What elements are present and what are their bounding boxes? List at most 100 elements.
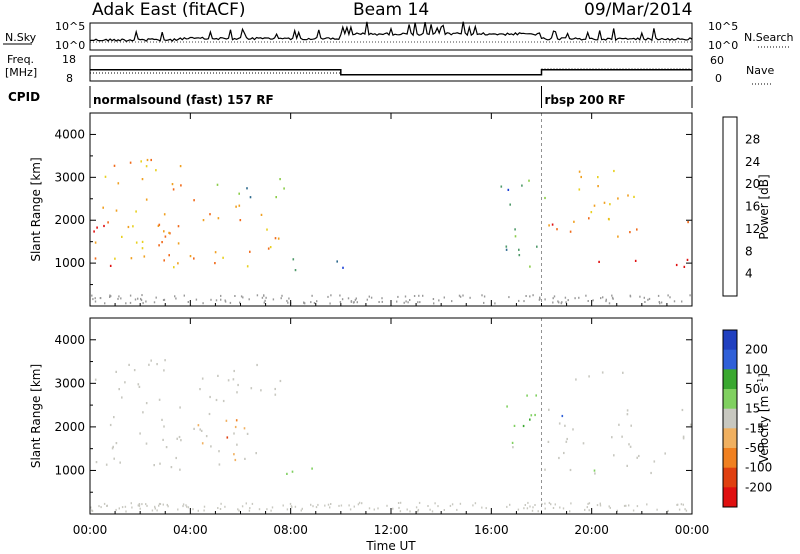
velocity-clutter-cell <box>249 507 251 510</box>
power-clutter-cell <box>356 301 358 304</box>
velocity-colorbar-tick-4: -15 <box>745 421 765 435</box>
power-clutter-cell <box>140 299 143 302</box>
power-clutter-cell <box>92 298 94 301</box>
velocity-cell <box>689 423 692 426</box>
velocity-cell <box>179 406 181 409</box>
velocity-cell <box>629 445 632 448</box>
velocity-cell <box>225 419 228 422</box>
velocity-ytick-label-3: 4000 <box>54 333 85 347</box>
power-cell <box>145 198 148 201</box>
power-clutter-cell <box>639 295 641 298</box>
power-clutter-cell <box>459 295 462 298</box>
velocity-cell <box>260 389 262 392</box>
velocity-cell <box>547 440 550 443</box>
velocity-colorbar-band <box>723 330 737 351</box>
power-clutter-cell <box>202 302 204 305</box>
power-cell <box>294 269 297 272</box>
velocity-cell <box>237 383 239 387</box>
power-clutter-cell <box>327 295 329 298</box>
velocity-clutter-cell <box>418 501 421 504</box>
power-clutter-cell <box>644 301 646 303</box>
power-cell <box>157 224 160 227</box>
velocity-clutter-cell <box>415 506 418 509</box>
power-clutter-cell <box>483 301 485 304</box>
velocity-clutter-cell <box>526 507 529 510</box>
velocity-cell <box>572 428 574 431</box>
cpid-label: CPID <box>8 90 40 104</box>
power-cell <box>518 254 521 257</box>
velocity-clutter-cell <box>338 504 340 507</box>
power-cell <box>177 242 180 245</box>
velocity-clutter-cell <box>392 507 394 510</box>
power-clutter-cell <box>229 301 232 304</box>
power-clutter-cell <box>432 298 435 300</box>
xaxis-tick-label-0: 00:00 <box>73 523 108 537</box>
velocity-clutter-cell <box>646 503 648 506</box>
velocity-clutter-cell <box>684 508 686 511</box>
velocity-clutter-cell <box>361 502 363 505</box>
velocity-cell <box>199 428 201 431</box>
velocity-cell <box>112 445 114 448</box>
power-clutter-cell <box>494 302 496 305</box>
power-clutter-cell <box>261 296 264 299</box>
power-clutter-cell <box>174 295 176 298</box>
velocity-cell <box>286 472 288 475</box>
velocity-colorbar-band <box>723 408 737 429</box>
power-clutter-cell <box>657 294 660 297</box>
velocity-cell <box>161 418 163 421</box>
velocity-clutter-cell <box>636 505 639 508</box>
velocity-clutter-cell <box>541 503 543 506</box>
velocity-clutter-cell <box>399 510 402 513</box>
nave-label: Nave <box>746 64 774 77</box>
velocity-cell <box>142 411 144 414</box>
power-clutter-cell <box>578 296 580 299</box>
power-clutter-cell <box>239 301 241 304</box>
power-clutter-cell <box>339 294 341 297</box>
power-cell <box>235 205 237 208</box>
velocity-clutter-cell <box>443 509 445 511</box>
velocity-cell <box>564 424 566 427</box>
power-clutter-cell <box>462 294 464 297</box>
velocity-region-2 <box>286 467 313 475</box>
power-clutter-cell <box>210 298 212 301</box>
xaxis-tick-label-3: 12:00 <box>374 523 409 537</box>
power-cell <box>342 266 344 269</box>
velocity-cell <box>274 393 277 396</box>
velocity-clutter-cell <box>182 503 185 506</box>
velocity-cell <box>218 450 220 453</box>
power-cell <box>143 255 146 258</box>
power-clutter-cell <box>256 294 259 297</box>
power-cell <box>590 211 593 214</box>
velocity-cell <box>681 408 684 412</box>
power-cell <box>279 178 281 181</box>
velocity-cell <box>291 470 294 473</box>
freq-label: Freq. <box>7 53 34 66</box>
power-ytick-label-2: 3000 <box>54 170 85 184</box>
velocity-cell <box>506 405 508 408</box>
power-cell <box>135 241 138 244</box>
velocity-clutter-cell <box>290 505 293 508</box>
power-region-1 <box>94 257 112 267</box>
nave-right-tick-bottom: 0 <box>715 72 722 85</box>
power-clutter-cell <box>608 302 611 305</box>
velocity-clutter-cell <box>409 510 411 513</box>
velocity-cell <box>534 413 536 417</box>
power-clutter-cell <box>539 297 541 300</box>
velocity-clutter-cell <box>537 510 539 513</box>
velocity-cell <box>111 447 114 450</box>
power-clutter-cell <box>418 294 420 297</box>
xaxis-label: Time UT <box>365 539 416 553</box>
power-clutter-cell <box>240 295 243 298</box>
velocity-clutter-cell <box>678 508 681 511</box>
velocity-clutter-cell <box>524 504 526 506</box>
power-cell <box>580 175 582 179</box>
velocity-clutter-cell <box>115 508 117 511</box>
power-cell <box>163 230 165 233</box>
power-ytick-label-3: 4000 <box>54 127 85 141</box>
power-cell <box>573 220 575 223</box>
velocity-region-6 <box>544 408 692 475</box>
cpid-mode-1: rbsp 200 RF <box>545 93 626 107</box>
power-cell <box>222 256 224 259</box>
velocity-cell <box>208 412 211 416</box>
velocity-clutter-cell <box>534 504 536 506</box>
